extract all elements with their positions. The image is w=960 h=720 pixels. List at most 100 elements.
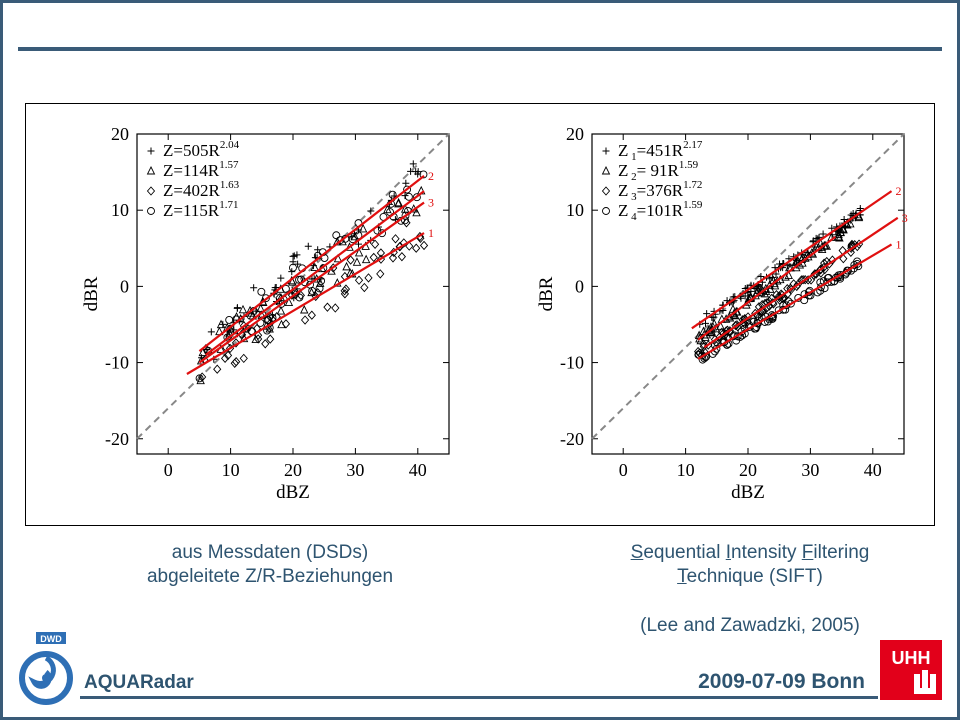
data-point: [265, 324, 274, 333]
data-point: [376, 248, 386, 258]
data-point: [223, 333, 232, 342]
data-point: [360, 282, 369, 293]
data-point: [346, 255, 355, 265]
data-point: [601, 186, 611, 196]
data-point: [753, 285, 763, 294]
data-point: [412, 168, 420, 176]
data-point: [354, 231, 363, 240]
data-point: [195, 374, 204, 383]
dwd-logo: DWD: [19, 632, 73, 705]
y-tick-label: -20: [560, 429, 584, 449]
data-point: [383, 204, 392, 214]
legend-entry: Z 2= 91R1.59: [618, 159, 699, 183]
data-point: [403, 185, 412, 194]
data-point: [847, 211, 855, 219]
data-point: [757, 273, 765, 281]
legend-entry: Z 1=451R2.17: [618, 139, 703, 163]
right-caption-part: iltering: [813, 542, 870, 563]
data-point: [823, 278, 832, 287]
fit-line-label: 2: [896, 184, 902, 198]
y-tick-label: 10: [111, 200, 129, 220]
x-axis-label: dBZ: [731, 482, 765, 503]
data-point: [300, 315, 310, 325]
data-point: [147, 147, 155, 155]
data-point: [364, 273, 373, 283]
data-point: [315, 284, 324, 293]
data-point: [602, 207, 610, 215]
data-point: [404, 192, 413, 201]
data-point: [284, 297, 294, 307]
fit-line: [697, 243, 893, 360]
reference-line: [591, 133, 905, 440]
data-point: [352, 257, 362, 266]
data-point: [233, 304, 241, 312]
dwd-logo-text: DWD: [40, 634, 62, 644]
right-caption-part: T: [677, 566, 687, 587]
x-tick-label: 20: [284, 460, 302, 480]
right-caption-part: ntensity: [731, 542, 802, 563]
data-point: [409, 160, 417, 168]
data-point: [846, 218, 855, 228]
data-point: [703, 310, 711, 318]
data-point: [332, 231, 341, 240]
data-point: [293, 251, 301, 259]
data-point: [307, 287, 316, 297]
data-point: [304, 242, 312, 250]
data-point: [331, 303, 340, 313]
data-point: [231, 338, 241, 348]
data-point: [261, 294, 270, 303]
data-point: [264, 316, 273, 325]
data-point: [250, 284, 258, 292]
data-point: [348, 235, 357, 244]
data-point: [220, 353, 230, 364]
data-point: [355, 240, 363, 248]
fit-line-label: 1: [896, 237, 902, 251]
data-point: [419, 240, 429, 251]
right-caption-part: F: [801, 542, 814, 563]
fit-line: [703, 216, 899, 349]
data-point: [261, 339, 270, 349]
data-point: [213, 364, 222, 374]
fit-line-label: 3: [902, 211, 908, 225]
data-point: [376, 269, 385, 279]
data-point: [223, 350, 233, 361]
y-axis-label: dBR: [81, 276, 102, 311]
legend-entry: Z 3=376R1.72: [618, 179, 702, 203]
data-point: [419, 170, 428, 179]
data-point: [198, 347, 207, 357]
data-point: [856, 204, 864, 212]
data-point: [738, 315, 747, 325]
x-axis-label: dBZ: [276, 482, 310, 503]
data-point: [702, 319, 710, 327]
data-point: [784, 270, 793, 280]
data-point: [216, 319, 226, 329]
right-caption-part: I: [725, 542, 731, 563]
data-point: [342, 261, 351, 271]
data-point: [854, 212, 864, 222]
data-point: [347, 233, 355, 241]
data-point: [388, 253, 398, 263]
data-point: [401, 192, 409, 200]
data-point: [238, 304, 248, 314]
data-point: [281, 284, 290, 293]
bottom-divider: [80, 696, 878, 699]
scatter-plots: 0 10 20 30 40-20-1001020dBZdBR231Z=505R2.04Z…: [81, 124, 908, 503]
reference-citation: (Lee and Zawadzki, 2005): [640, 615, 860, 636]
y-tick-label: 0: [575, 276, 584, 296]
data-point: [405, 241, 414, 251]
data-point: [834, 229, 843, 239]
legend-entry: Z 4=101R1.59: [618, 199, 703, 223]
data-point: [770, 280, 780, 290]
data-point: [378, 229, 386, 238]
x-tick-label: 0: [619, 460, 628, 480]
data-point: [207, 328, 215, 336]
data-point: [340, 289, 350, 299]
data-point: [741, 292, 749, 300]
data-point: [394, 198, 403, 208]
left-caption-line1: aus Messdaten (DSDs): [171, 542, 369, 563]
data-point: [786, 299, 795, 308]
data-point: [753, 319, 762, 328]
data-point: [762, 298, 772, 308]
fit-line: [198, 201, 425, 364]
